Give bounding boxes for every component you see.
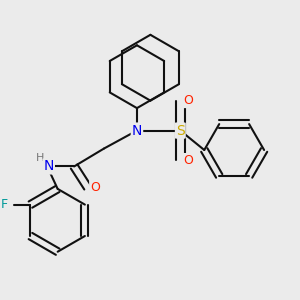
Text: N: N [44,160,54,173]
Text: O: O [90,181,100,194]
Text: H: H [36,154,44,164]
Text: N: N [132,124,142,138]
Text: O: O [183,154,193,167]
Text: O: O [183,94,193,107]
Text: S: S [176,124,185,138]
Text: F: F [1,198,8,211]
